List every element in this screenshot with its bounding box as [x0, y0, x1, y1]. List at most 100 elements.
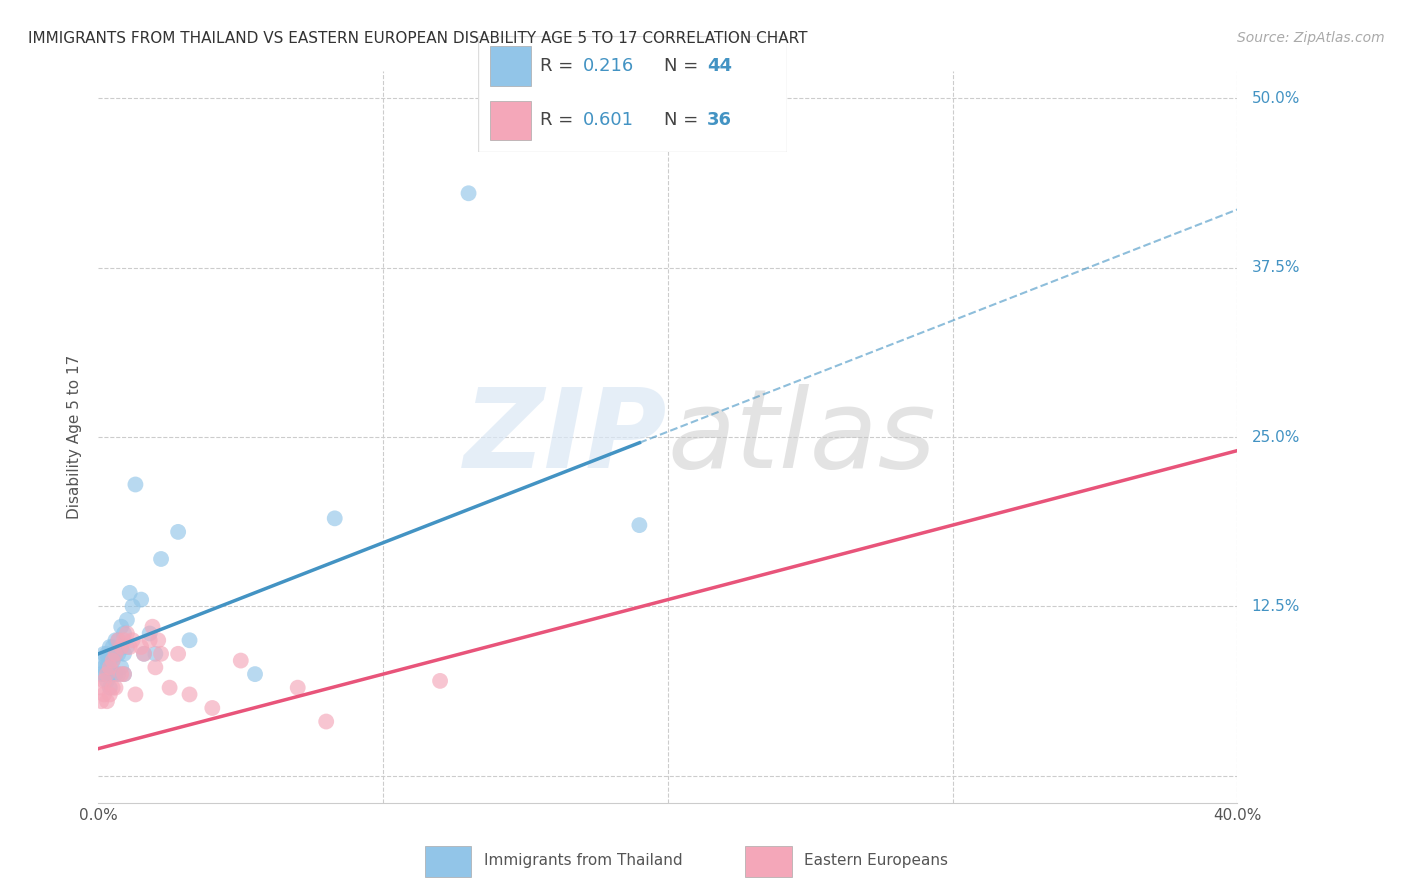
- Text: atlas: atlas: [668, 384, 936, 491]
- Point: [90, 667, 112, 681]
- Text: N =: N =: [664, 112, 703, 129]
- Point: [429, 673, 451, 688]
- FancyBboxPatch shape: [491, 46, 530, 86]
- Point: [107, 633, 129, 648]
- Point: [96, 673, 118, 688]
- Point: [96, 647, 118, 661]
- Text: Immigrants from Thailand: Immigrants from Thailand: [484, 854, 682, 868]
- Point: [287, 681, 309, 695]
- Point: [145, 660, 167, 674]
- Point: [148, 633, 170, 648]
- Point: [110, 667, 132, 681]
- Point: [101, 640, 124, 654]
- Point: [132, 647, 155, 661]
- Point: [179, 633, 201, 648]
- Point: [110, 640, 132, 654]
- Point: [124, 688, 146, 702]
- Point: [115, 626, 138, 640]
- Point: [107, 667, 129, 681]
- Point: [98, 688, 121, 702]
- Point: [159, 681, 181, 695]
- Point: [104, 647, 127, 661]
- Point: [98, 660, 121, 674]
- Point: [104, 667, 127, 681]
- FancyBboxPatch shape: [478, 36, 787, 152]
- Point: [93, 647, 115, 661]
- Point: [167, 524, 190, 539]
- Text: R =: R =: [540, 112, 579, 129]
- Text: 44: 44: [707, 57, 733, 75]
- Text: R =: R =: [540, 57, 579, 75]
- Point: [90, 694, 112, 708]
- Point: [101, 667, 124, 681]
- Point: [112, 667, 135, 681]
- Point: [129, 592, 152, 607]
- Point: [243, 667, 266, 681]
- Point: [96, 694, 118, 708]
- Point: [115, 613, 138, 627]
- Point: [167, 647, 190, 661]
- Point: [112, 633, 135, 648]
- Point: [132, 647, 155, 661]
- Point: [118, 640, 141, 654]
- FancyBboxPatch shape: [745, 846, 792, 877]
- Text: 37.5%: 37.5%: [1251, 260, 1301, 276]
- Point: [98, 654, 121, 668]
- Point: [323, 511, 346, 525]
- Text: 50.0%: 50.0%: [1251, 91, 1301, 106]
- Point: [112, 667, 135, 681]
- Point: [93, 688, 115, 702]
- Text: ZIP: ZIP: [464, 384, 668, 491]
- Text: 36: 36: [707, 112, 733, 129]
- Point: [93, 660, 115, 674]
- Point: [93, 673, 115, 688]
- Text: 25.0%: 25.0%: [1251, 430, 1301, 444]
- Point: [179, 688, 201, 702]
- Point: [96, 667, 118, 681]
- Point: [98, 640, 121, 654]
- Point: [145, 647, 167, 661]
- Point: [112, 647, 135, 661]
- Point: [118, 586, 141, 600]
- Text: 0.216: 0.216: [583, 57, 634, 75]
- Point: [628, 518, 651, 533]
- Point: [112, 626, 135, 640]
- Point: [110, 660, 132, 674]
- Point: [101, 654, 124, 668]
- Point: [115, 640, 138, 654]
- Point: [315, 714, 337, 729]
- Point: [107, 647, 129, 661]
- Text: N =: N =: [664, 57, 703, 75]
- Text: 0.601: 0.601: [583, 112, 634, 129]
- Point: [124, 477, 146, 491]
- Point: [90, 681, 112, 695]
- Point: [96, 660, 118, 674]
- Point: [93, 667, 115, 681]
- Point: [138, 626, 160, 640]
- Text: Source: ZipAtlas.com: Source: ZipAtlas.com: [1237, 31, 1385, 45]
- Point: [201, 701, 224, 715]
- Text: 12.5%: 12.5%: [1251, 599, 1301, 614]
- Point: [98, 681, 121, 695]
- Point: [129, 640, 152, 654]
- Point: [121, 599, 143, 614]
- Point: [101, 681, 124, 695]
- FancyBboxPatch shape: [425, 846, 471, 877]
- Point: [101, 654, 124, 668]
- Point: [104, 633, 127, 648]
- Point: [98, 667, 121, 681]
- Point: [457, 186, 479, 201]
- Point: [150, 552, 173, 566]
- Point: [121, 633, 143, 648]
- Point: [138, 633, 160, 648]
- Text: IMMIGRANTS FROM THAILAND VS EASTERN EUROPEAN DISABILITY AGE 5 TO 17 CORRELATION : IMMIGRANTS FROM THAILAND VS EASTERN EURO…: [28, 31, 807, 46]
- Point: [90, 654, 112, 668]
- Point: [141, 620, 163, 634]
- Point: [96, 654, 118, 668]
- Text: Eastern Europeans: Eastern Europeans: [804, 854, 948, 868]
- Point: [229, 654, 252, 668]
- Y-axis label: Disability Age 5 to 17: Disability Age 5 to 17: [67, 355, 83, 519]
- Point: [104, 647, 127, 661]
- Point: [150, 647, 173, 661]
- Point: [107, 633, 129, 648]
